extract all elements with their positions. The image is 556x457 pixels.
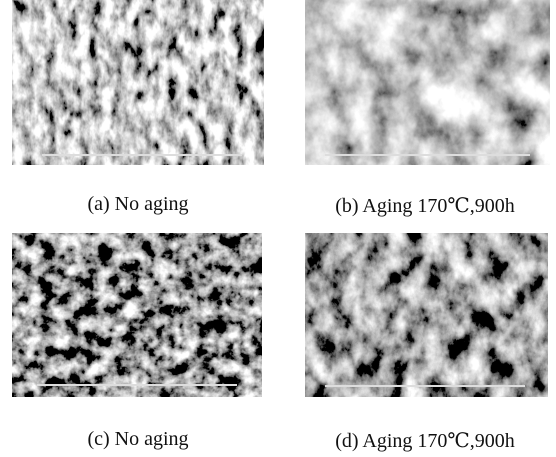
sem-image bbox=[305, 0, 550, 165]
figure: (a) No aging (b) Aging 170℃,900h (c) No … bbox=[0, 0, 556, 457]
caption: (d) Aging 170℃,900h bbox=[290, 428, 556, 453]
caption: (a) No aging bbox=[3, 193, 273, 216]
sem-image bbox=[12, 233, 262, 397]
sem-image bbox=[305, 233, 548, 397]
caption: (b) Aging 170℃,900h bbox=[290, 193, 556, 218]
sem-image bbox=[12, 0, 264, 165]
caption: (c) No aging bbox=[3, 428, 273, 451]
